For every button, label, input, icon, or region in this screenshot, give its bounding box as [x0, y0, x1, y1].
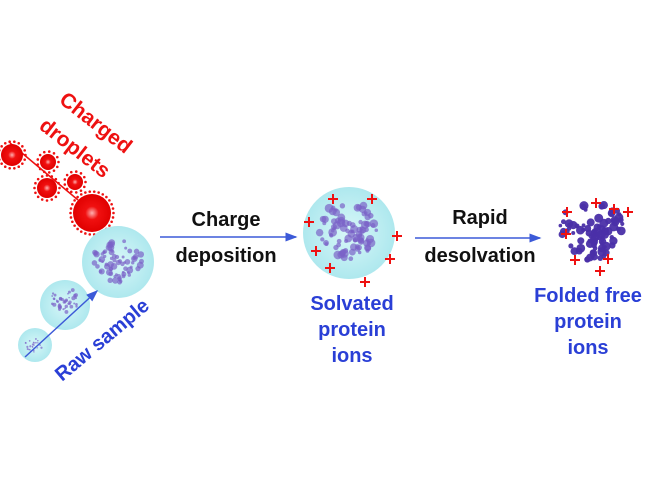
positive-charge-icon — [392, 231, 402, 241]
solvated-label-line2: protein — [318, 319, 386, 341]
step1-label-line2: deposition — [175, 245, 276, 267]
positive-charge-icon — [360, 277, 370, 287]
positive-charge-icon — [570, 255, 580, 265]
solvated-label-line3: ions — [331, 345, 372, 367]
raw-sample-droplets — [18, 226, 154, 362]
positive-charge-icon — [367, 194, 377, 204]
charged-droplet — [0, 140, 27, 170]
sample-bubble-small — [18, 328, 52, 362]
positive-charge-icon — [311, 246, 321, 256]
protein-structure — [558, 201, 626, 263]
charged-droplet — [33, 174, 61, 202]
positive-charge-icon — [562, 207, 572, 217]
charged-droplet — [63, 170, 87, 194]
positive-charge-icon — [623, 207, 633, 217]
sample-bubble-medium — [40, 280, 90, 330]
protein-structure — [91, 239, 145, 285]
solvated-protein-ion — [303, 187, 402, 287]
raw-sample-arrow — [24, 289, 99, 358]
positive-charge-icon — [609, 204, 619, 214]
positive-charge-icon — [591, 198, 601, 208]
solvated-label-line1: Solvated — [310, 293, 393, 315]
step1-label-line1: Charge — [192, 209, 261, 231]
positive-charge-icon — [304, 217, 314, 227]
positive-charge-icon — [603, 254, 613, 264]
step2-label-line2: desolvation — [424, 245, 535, 267]
positive-charge-icon — [561, 229, 571, 239]
positive-charge-icon — [328, 194, 338, 204]
protein-structure — [315, 201, 379, 262]
folded-free-protein-ion — [558, 198, 633, 276]
charged-droplets — [0, 140, 115, 236]
step2-label-line1: Rapid — [452, 207, 508, 229]
charged-droplet — [36, 150, 60, 174]
folded-label-line3: ions — [567, 337, 608, 359]
protein-structure — [51, 288, 78, 314]
folded-label-line1: Folded free — [534, 285, 642, 307]
folded-label-line2: protein — [554, 311, 622, 333]
positive-charge-icon — [325, 263, 335, 273]
positive-charge-icon — [385, 254, 395, 264]
positive-charge-icon — [595, 266, 605, 276]
